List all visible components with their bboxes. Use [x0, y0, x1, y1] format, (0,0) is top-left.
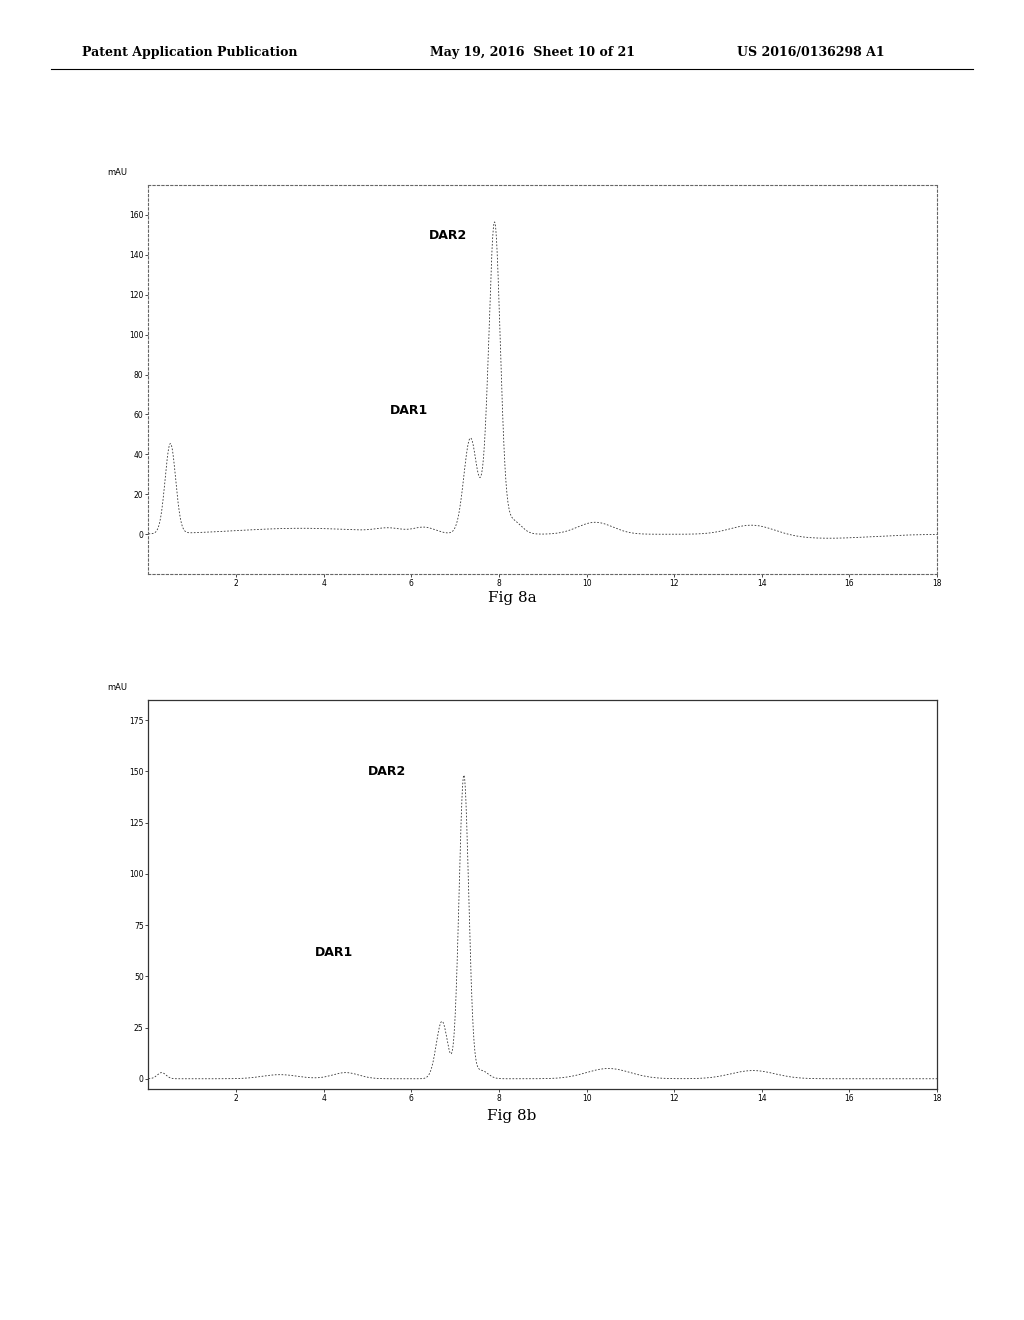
Text: US 2016/0136298 A1: US 2016/0136298 A1	[737, 46, 885, 59]
Y-axis label: mAU: mAU	[106, 168, 127, 177]
Text: DAR1: DAR1	[389, 404, 428, 417]
Text: May 19, 2016  Sheet 10 of 21: May 19, 2016 Sheet 10 of 21	[430, 46, 635, 59]
Text: DAR2: DAR2	[368, 766, 406, 779]
Text: Patent Application Publication: Patent Application Publication	[82, 46, 297, 59]
Text: DAR2: DAR2	[429, 228, 467, 242]
Text: DAR1: DAR1	[315, 946, 353, 958]
Y-axis label: mAU: mAU	[106, 682, 127, 692]
Text: Fig 8a: Fig 8a	[487, 591, 537, 606]
Text: Fig 8b: Fig 8b	[487, 1109, 537, 1123]
